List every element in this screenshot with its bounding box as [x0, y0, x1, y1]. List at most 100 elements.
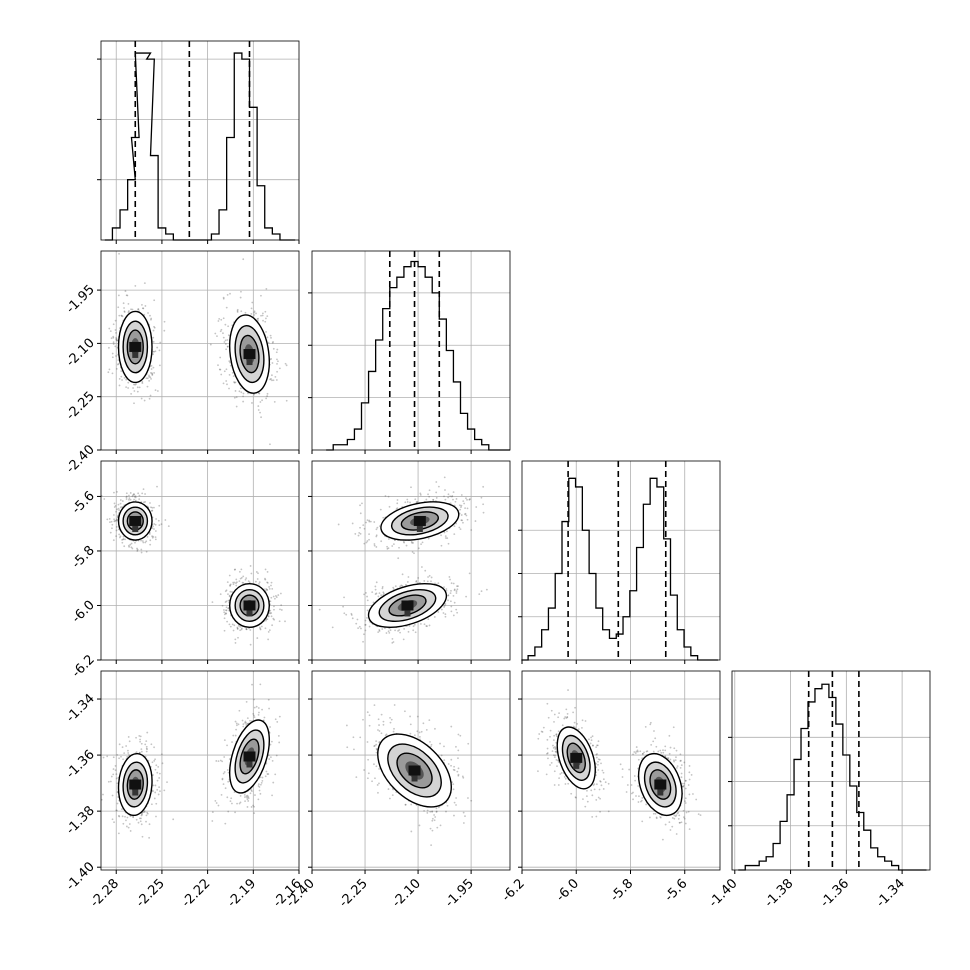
sample-point [120, 755, 122, 758]
sample-point [141, 382, 144, 385]
sample-point [259, 683, 262, 686]
sample-point [115, 526, 118, 528]
sample-point [378, 724, 380, 726]
sample-point [158, 504, 161, 507]
sample-point [269, 378, 272, 381]
sample-point [392, 730, 395, 733]
sample-point [364, 619, 367, 622]
sample-point [280, 609, 283, 611]
sample-point [240, 628, 243, 631]
sample-point [150, 743, 153, 746]
sample-point [257, 317, 260, 320]
sample-point [395, 508, 398, 511]
sample-point [419, 494, 422, 496]
sample-point [406, 501, 409, 503]
sample-point [435, 810, 438, 813]
sample-point [401, 585, 404, 587]
sample-point [224, 601, 227, 603]
sample-point [351, 617, 354, 620]
sample-point [115, 518, 118, 521]
sample-point [130, 308, 132, 311]
sample-point [115, 337, 118, 339]
sample-point [257, 798, 260, 801]
sample-point [265, 397, 268, 400]
sample-point [435, 807, 438, 810]
sample-point [271, 379, 273, 382]
sample-point [255, 705, 258, 708]
sample-point [117, 362, 120, 365]
sample-point [259, 401, 262, 403]
sample-point [413, 552, 415, 555]
hist-panel-0 [97, 40, 300, 244]
sample-point [113, 506, 116, 508]
sample-point [240, 576, 243, 579]
sample-point [157, 765, 160, 768]
sample-point [255, 312, 257, 315]
sample-point [141, 492, 144, 495]
sample-point [106, 755, 109, 758]
sample-point [229, 590, 232, 593]
sample-point [244, 721, 246, 724]
sample-point [222, 783, 225, 786]
sample-point [413, 623, 416, 626]
sample-point [406, 581, 409, 583]
sample-point [228, 594, 231, 597]
sample-point [144, 493, 146, 495]
sample-point [119, 499, 122, 501]
sample-point [152, 353, 154, 356]
sample-point [268, 707, 270, 710]
sample-point [266, 395, 269, 397]
sample-point [249, 629, 252, 631]
sample-point [158, 364, 161, 367]
sample-point [428, 624, 431, 627]
sample-point [415, 501, 418, 504]
sample-point [117, 814, 120, 817]
sample-point [409, 715, 411, 718]
sample-point [266, 581, 269, 584]
sample-point [435, 497, 438, 499]
sample-point [123, 310, 126, 313]
sample-point [444, 537, 447, 539]
sample-point [115, 367, 118, 370]
sample-point [238, 802, 241, 805]
sample-point [242, 725, 245, 728]
sample-point [359, 532, 362, 535]
sample-point [404, 803, 407, 806]
sample-point [153, 523, 156, 525]
sample-point [239, 387, 242, 390]
sample-point [239, 629, 242, 632]
sample-point [125, 495, 128, 498]
density-content [101, 683, 281, 839]
sample-point [464, 513, 466, 516]
sample-point [211, 820, 214, 822]
axes-frame [100, 670, 300, 871]
sample-point [144, 541, 147, 544]
sample-point [346, 746, 349, 749]
sample-point [154, 768, 157, 771]
sample-point [148, 533, 151, 535]
sample-point [465, 595, 468, 598]
sample-point [450, 582, 453, 585]
sample-point [274, 597, 276, 600]
sample-point [245, 628, 248, 631]
sample-point [374, 585, 377, 588]
sample-point [433, 814, 436, 816]
axes-frame [311, 250, 511, 451]
sample-point [269, 726, 272, 728]
sample-point [461, 775, 464, 778]
sample-point [227, 334, 230, 337]
sample-point [126, 756, 129, 758]
sample-point [146, 811, 149, 814]
sample-point [456, 585, 458, 588]
sample-point [228, 360, 231, 363]
sample-point [233, 381, 235, 383]
sample-point [557, 730, 560, 733]
sample-point [139, 738, 141, 741]
sample-point [271, 759, 274, 762]
sample-point [470, 799, 473, 802]
sample-point [224, 787, 227, 790]
sample-point [366, 609, 369, 612]
sample-point [127, 749, 129, 752]
sample-point [221, 760, 224, 763]
sample-point [153, 372, 156, 374]
